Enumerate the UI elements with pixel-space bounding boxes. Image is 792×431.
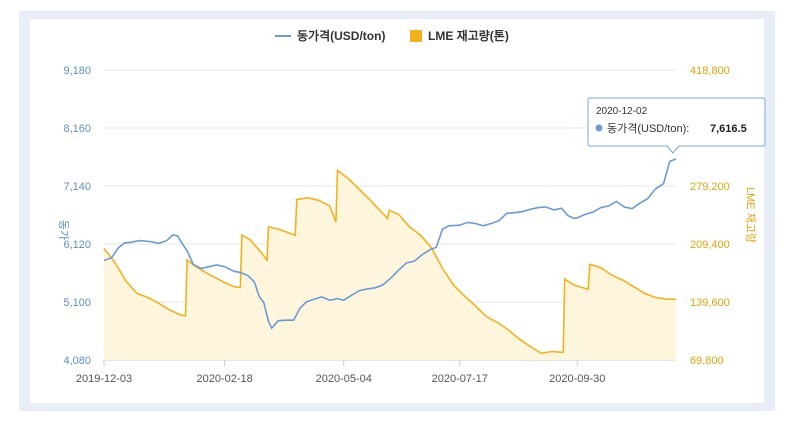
tooltip-pointer (666, 145, 680, 154)
tooltip: 2020-12-02 동가격(USD/ton): 7,616.5 (587, 97, 766, 154)
left-tick-label: 5,100 (63, 297, 91, 309)
left-tick-label: 6,120 (63, 239, 91, 251)
x-tick-label: 2019-12-03 (76, 373, 132, 385)
right-tick-label: 69,800 (690, 355, 724, 367)
stock-line (103, 168, 676, 355)
stock-series (103, 168, 676, 360)
right-tick-label: 139,600 (690, 297, 730, 309)
right-tick-label: 279,200 (690, 181, 730, 193)
stock-area (104, 170, 676, 360)
left-tick-label: 4,080 (63, 355, 91, 367)
left-axis-ticks: 4,080 5,100 6,120 7,140 8,160 9,180 (63, 65, 91, 367)
legend-label-stock: LME 재고량(톤) (428, 29, 509, 43)
right-tick-label: 418,800 (690, 65, 730, 77)
tooltip-date: 2020-12-02 (596, 106, 648, 117)
left-tick-label: 9,180 (63, 65, 91, 77)
legend: 동가격(USD/ton) LME 재고량(톤) (275, 28, 509, 43)
legend-label-price: 동가격(USD/ton) (297, 28, 385, 43)
x-tick-label: 2020-02-18 (197, 373, 253, 385)
legend-square-icon (410, 30, 422, 42)
tooltip-value: 7,616.5 (710, 123, 747, 135)
price-line (103, 158, 677, 330)
left-axis-title: 동가 (57, 220, 70, 240)
tooltip-label: 동가격(USD/ton): (607, 122, 689, 135)
legend-item-copper-price[interactable]: 동가격(USD/ton) (275, 28, 385, 43)
left-tick-label: 7,140 (63, 181, 91, 193)
legend-item-lme-stock[interactable]: LME 재고량(톤) (410, 29, 509, 43)
x-axis-ticks: 2019-12-03 2020-02-18 2020-05-04 2020-07-17… (76, 360, 605, 385)
x-tick-label: 2020-09-30 (549, 373, 605, 385)
tooltip-series-dot-icon (595, 124, 603, 132)
left-tick-label: 8,160 (63, 123, 91, 135)
x-tick-label: 2020-07-17 (432, 373, 488, 385)
right-axis-title: LME 재고량 (744, 187, 757, 243)
right-tick-label: 209,400 (690, 239, 730, 251)
x-tick-label: 2020-05-04 (316, 373, 372, 385)
price-series (103, 158, 677, 330)
